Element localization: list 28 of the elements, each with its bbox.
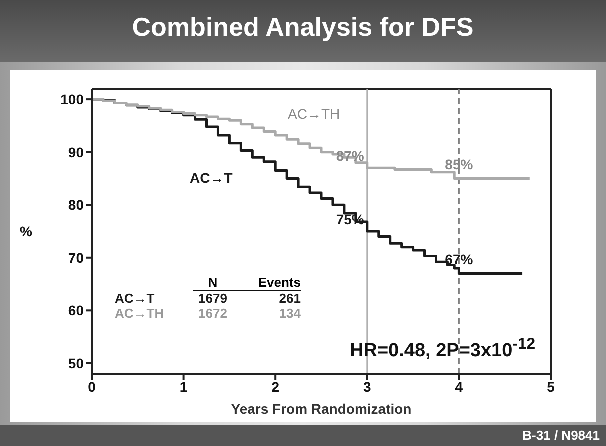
y-tick-label: 90 bbox=[68, 144, 84, 160]
x-tick-label: 2 bbox=[272, 378, 280, 395]
chart-title: Combined Analysis for DFS bbox=[131, 12, 475, 43]
x-tick-label: 5 bbox=[547, 378, 556, 395]
x-tick-label: 1 bbox=[180, 378, 188, 395]
y-tick-label: 80 bbox=[68, 197, 84, 214]
y-axis-title: % bbox=[20, 223, 33, 240]
x-axis-title: Years From Randomization bbox=[231, 401, 412, 417]
y-tick-label: 60 bbox=[68, 302, 84, 319]
series-label: AC→T bbox=[190, 170, 233, 186]
x-tick-label: 0 bbox=[88, 378, 96, 395]
annotation: N bbox=[207, 275, 219, 290]
y-tick-label: 100 bbox=[60, 92, 84, 108]
x-tick-label: 3 bbox=[364, 378, 372, 395]
data-label: 85% bbox=[445, 156, 474, 173]
series-label: AC→TH bbox=[288, 106, 340, 122]
annotation: HR=0.48, 2P=3x10$^{-12}$ bbox=[350, 336, 536, 362]
annotation: 134 bbox=[278, 306, 301, 321]
annotation: 1672 bbox=[198, 306, 228, 321]
y-tick-label: 50 bbox=[68, 355, 84, 372]
annotation: AC→TH bbox=[115, 306, 166, 321]
annotation: 1679 bbox=[198, 291, 228, 306]
annotation: AC→T bbox=[115, 291, 156, 306]
annotation: Events bbox=[257, 275, 301, 290]
y-tick-label: 70 bbox=[68, 250, 84, 266]
annotation: 261 bbox=[278, 291, 301, 306]
x-tick-label: 4 bbox=[455, 378, 464, 395]
text: B-31 / N9841 bbox=[522, 428, 600, 443]
